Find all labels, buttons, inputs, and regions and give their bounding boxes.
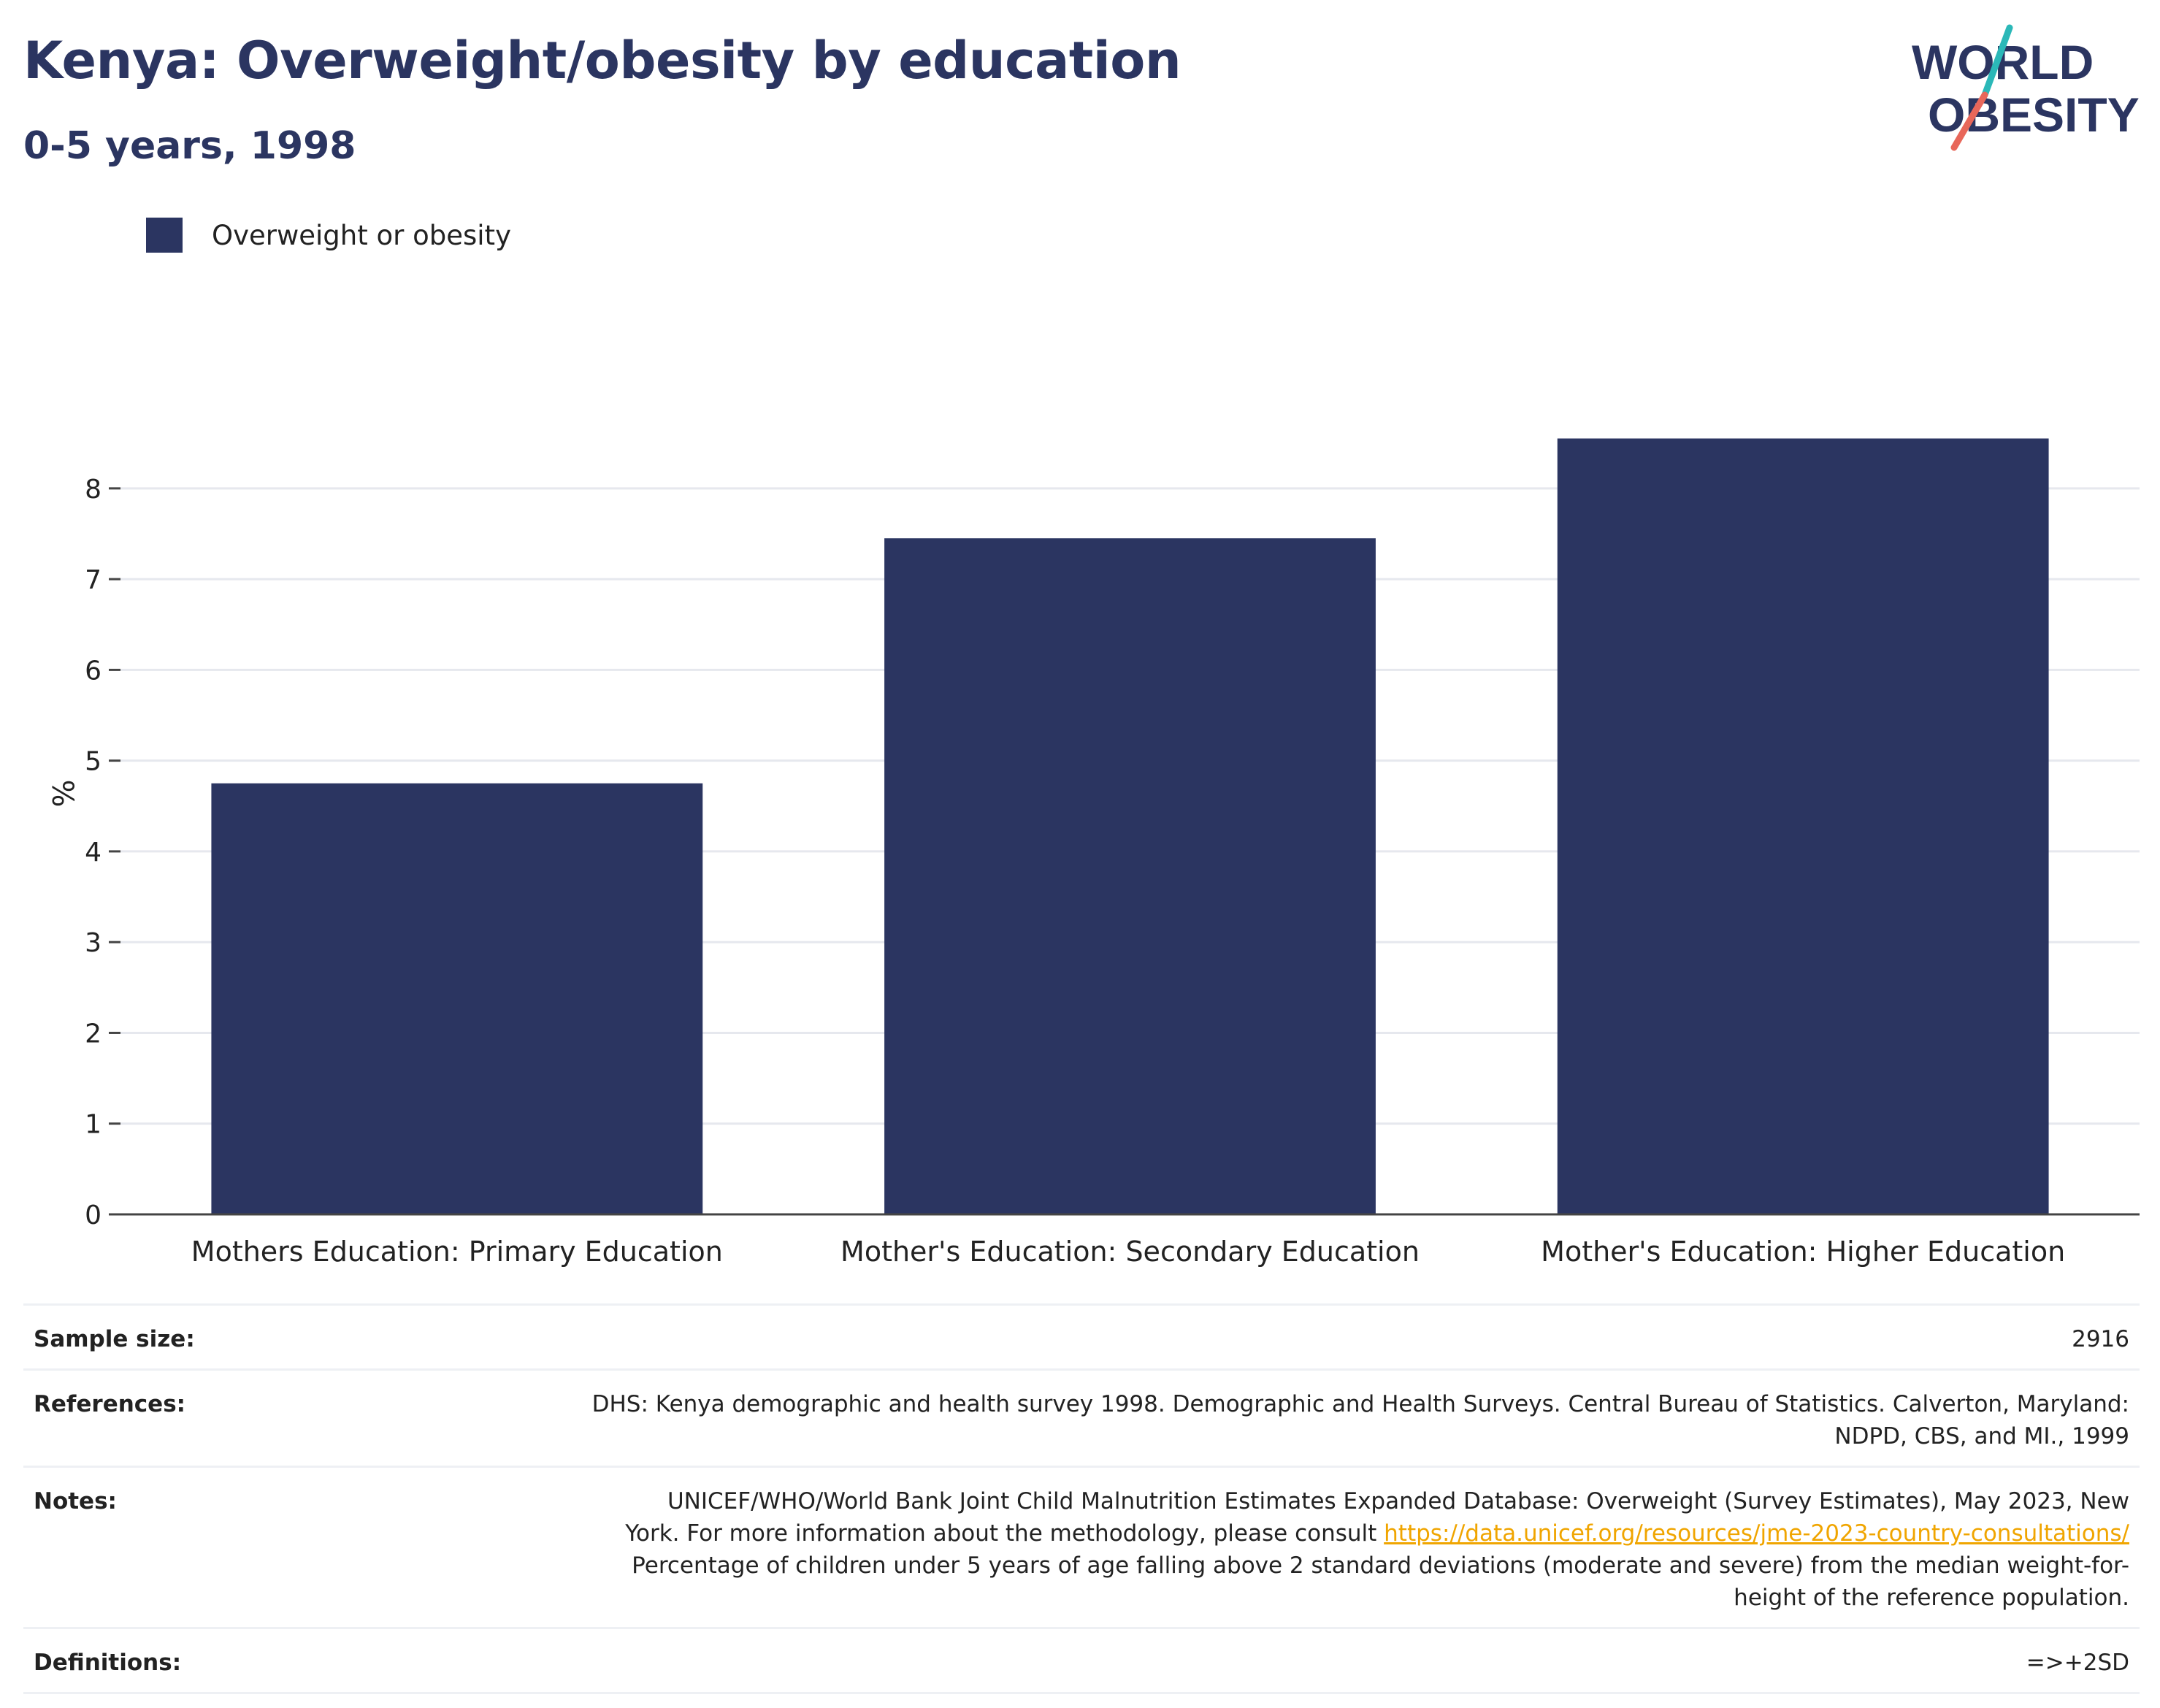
x-tick-label: Mother's Education: Secondary Education [840, 1236, 1420, 1268]
y-tick-label: 1 [85, 1110, 102, 1140]
info-row-notes: Notes: UNICEF/WHO/World Bank Joint Child… [23, 1466, 2140, 1627]
info-row-definitions: Definitions: =>+2SD [23, 1627, 2140, 1694]
references-label: References: [34, 1391, 186, 1417]
y-tick-label: 6 [85, 656, 102, 686]
legend-label: Overweight or obesity [212, 219, 511, 251]
legend-swatch [146, 218, 183, 253]
definitions-value: =>+2SD [2026, 1650, 2129, 1676]
bar-3 [1557, 438, 2049, 1214]
sample-size-value: 2916 [2072, 1326, 2129, 1352]
chart-title: Kenya: Overweight/obesity by education [23, 31, 1182, 91]
chart-legend[interactable]: Overweight or obesity [146, 218, 511, 253]
bar-chart: 0 1 2 3 4 5 6 7 8 Mothers Education: Primary Educ… [45, 438, 2140, 1268]
info-row-sample-size: Sample size: 2916 [23, 1303, 2140, 1368]
notes-line-3: Percentage of children under 5 years of … [632, 1552, 2129, 1579]
references-line-1: DHS: Kenya demographic and health survey… [591, 1391, 2129, 1417]
y-tick-label: 2 [85, 1019, 102, 1049]
notes-methodology-link[interactable]: https://data.unicef.org/resources/jme-20… [1384, 1520, 2129, 1547]
logo-slash-coral [1950, 91, 1988, 151]
notes-line-1: UNICEF/WHO/World Bank Joint Child Malnut… [667, 1488, 2129, 1514]
notes-line-2: York. For more information about the met… [625, 1520, 1385, 1547]
info-row-references: References: DHS: Kenya demographic and h… [23, 1368, 2140, 1466]
y-tick-label: 5 [85, 747, 102, 777]
y-tick-label: 7 [85, 565, 102, 595]
y-tick-label: 3 [85, 928, 102, 958]
y-tick-label: 4 [85, 838, 102, 868]
y-tick-label: 8 [85, 475, 102, 505]
info-table: Sample size: 2916 References: DHS: Kenya… [23, 1303, 2140, 1694]
world-obesity-logo: WORLD OBESITY [1912, 24, 2140, 151]
logo-slash-teal [1981, 24, 2013, 99]
notes-line-4: height of the reference population. [1734, 1585, 2129, 1611]
definitions-label: Definitions: [34, 1650, 182, 1676]
bar-2 [884, 538, 1376, 1214]
references-value: DHS: Kenya demographic and health survey… [340, 1388, 2129, 1452]
y-axis-title: % [45, 779, 79, 807]
x-tick-label: Mother's Education: Higher Education [1541, 1236, 2065, 1268]
references-line-2: NDPD, CBS, and MI., 1999 [1834, 1423, 2129, 1449]
notes-value: UNICEF/WHO/World Bank Joint Child Malnut… [340, 1485, 2129, 1614]
chart-subtitle: 0-5 years, 1998 [23, 124, 356, 168]
y-tick-label: 0 [85, 1200, 102, 1230]
sample-size-label: Sample size: [34, 1326, 195, 1352]
x-tick-label: Mothers Education: Primary Education [191, 1236, 723, 1268]
bar-1 [211, 783, 703, 1214]
notes-label: Notes: [34, 1488, 117, 1514]
